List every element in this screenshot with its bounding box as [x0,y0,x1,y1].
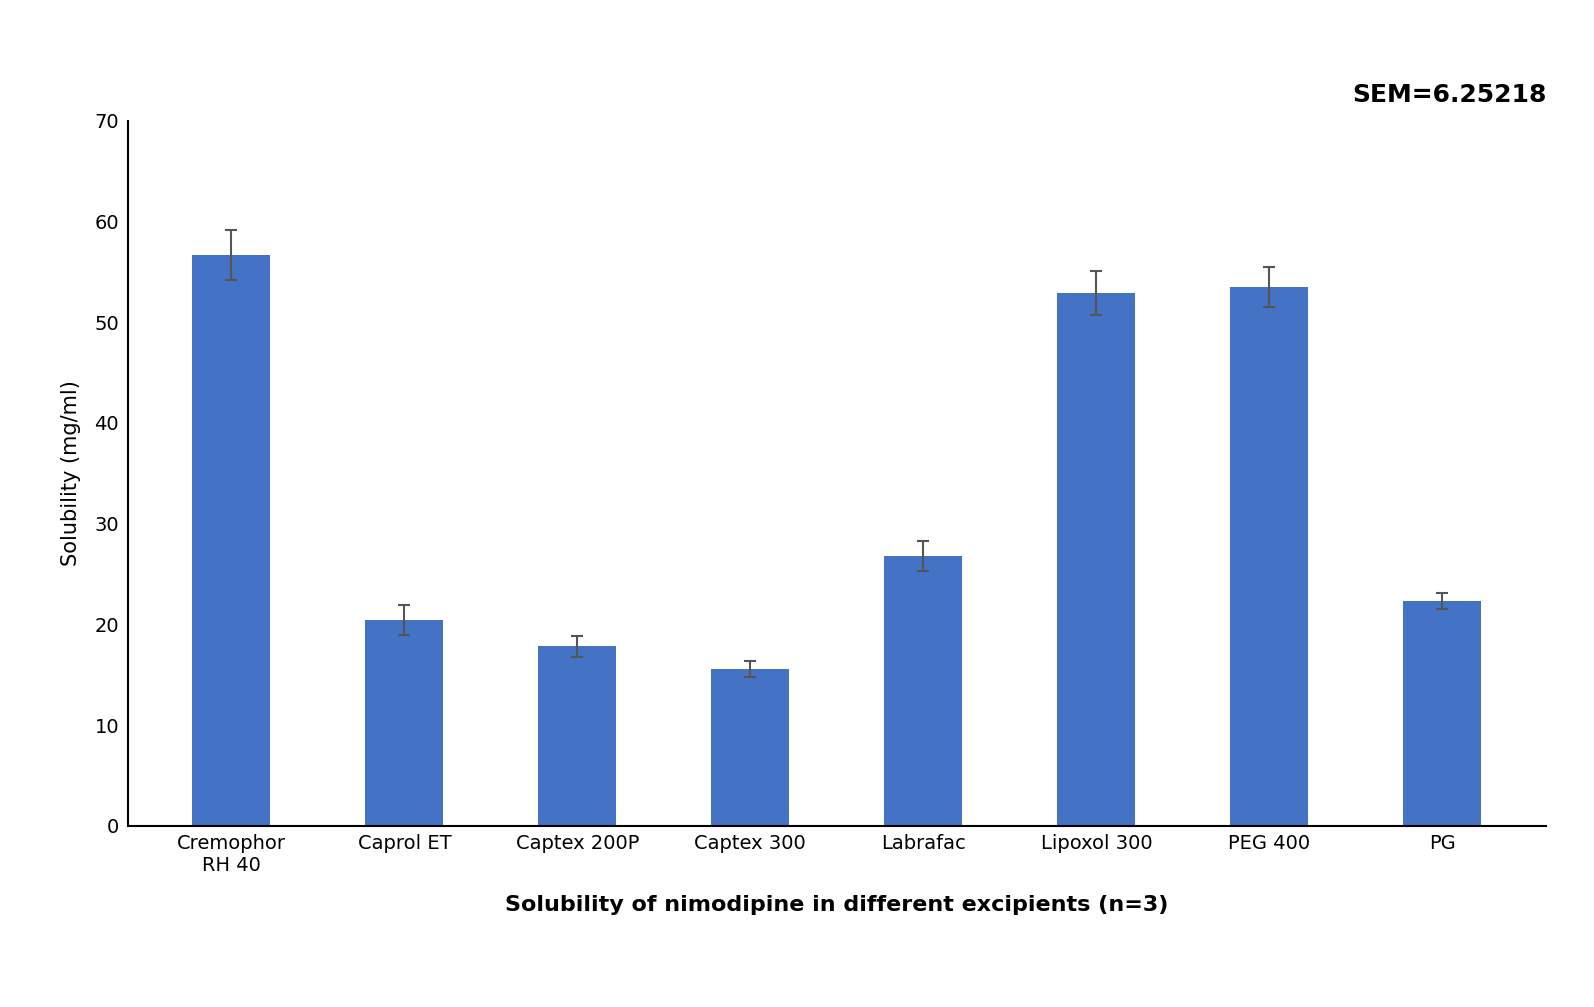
Bar [539,646,617,826]
Bar [1231,287,1309,826]
Bar [1057,293,1135,826]
Bar [885,556,963,826]
Y-axis label: Solubility (mg/ml): Solubility (mg/ml) [61,381,81,566]
Bar [193,255,271,826]
Bar [711,669,789,826]
Bar [1403,601,1481,826]
Bar [365,620,443,826]
Text: SEM=6.25218: SEM=6.25218 [1352,83,1546,107]
X-axis label: Solubility of nimodipine in different excipients (n=3): Solubility of nimodipine in different ex… [505,894,1168,914]
